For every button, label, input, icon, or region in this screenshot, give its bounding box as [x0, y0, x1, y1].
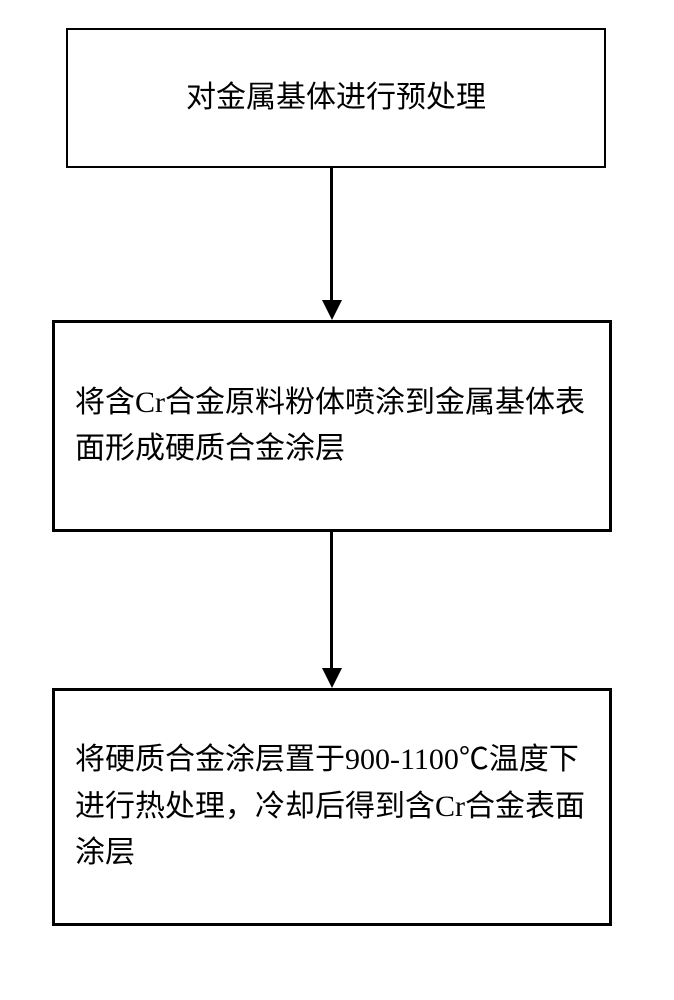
flowchart-arrow-1-line [330, 168, 333, 300]
flowchart-step-3-label: 将硬质合金涂层置于900-1100℃温度下进行热处理，冷却后得到含Cr合金表面涂… [75, 737, 589, 877]
flowchart-step-3: 将硬质合金涂层置于900-1100℃温度下进行热处理，冷却后得到含Cr合金表面涂… [52, 688, 612, 926]
flowchart-canvas: 对金属基体进行预处理 将含Cr合金原料粉体喷涂到金属基体表面形成硬质合金涂层 将… [0, 0, 674, 1000]
flowchart-arrow-2-head [322, 668, 342, 688]
flowchart-step-1-label: 对金属基体进行预处理 [186, 75, 486, 122]
flowchart-arrow-2-line [330, 532, 333, 668]
flowchart-step-2-label: 将含Cr合金原料粉体喷涂到金属基体表面形成硬质合金涂层 [75, 380, 589, 473]
flowchart-arrow-1-head [322, 300, 342, 320]
flowchart-step-1: 对金属基体进行预处理 [66, 28, 606, 168]
flowchart-step-2: 将含Cr合金原料粉体喷涂到金属基体表面形成硬质合金涂层 [52, 320, 612, 532]
